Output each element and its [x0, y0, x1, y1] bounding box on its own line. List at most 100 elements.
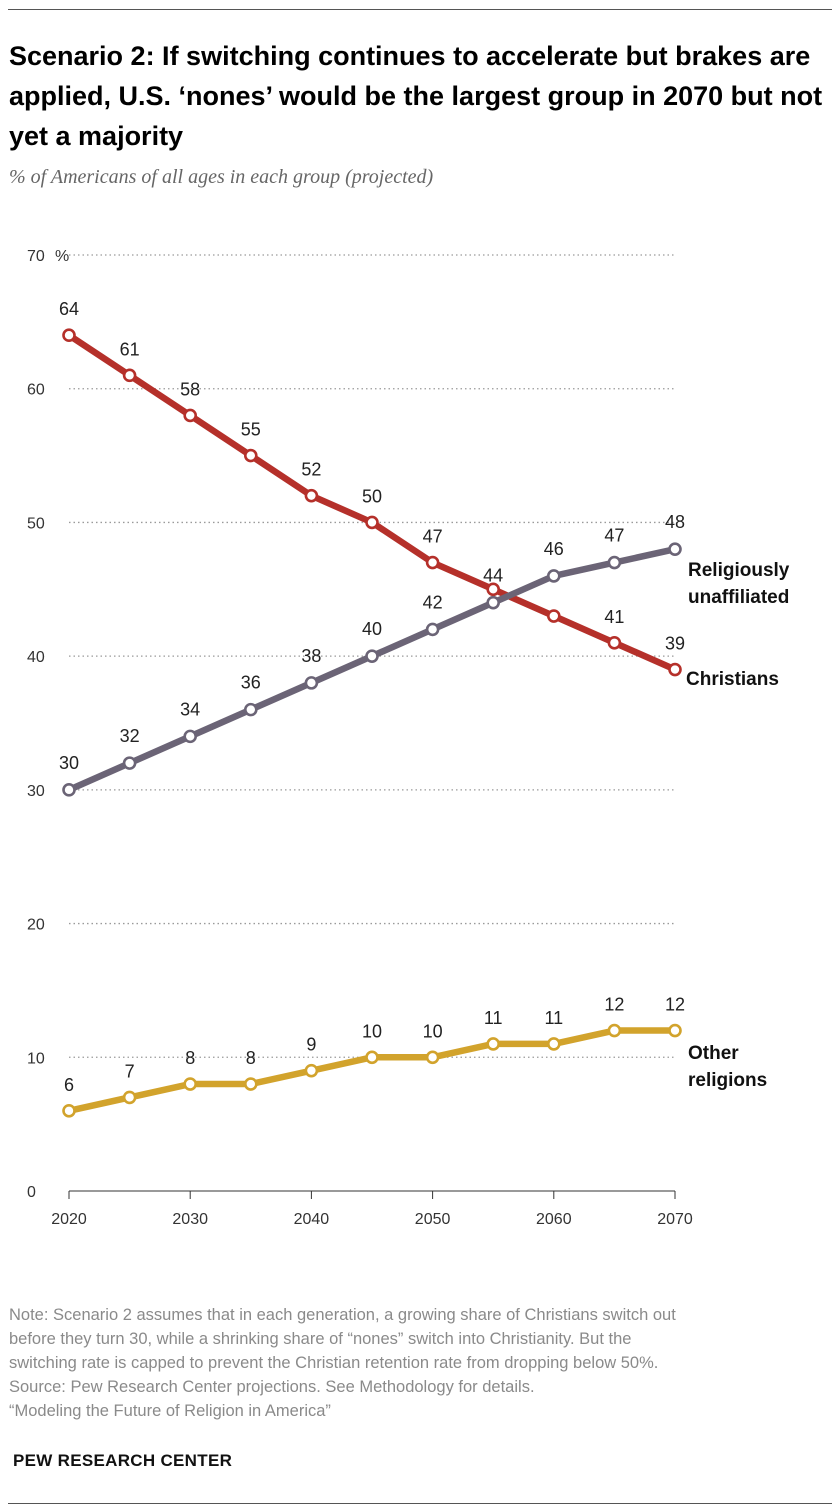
data-point	[546, 1037, 561, 1051]
series-label: religions	[688, 1070, 767, 1091]
data-point	[486, 1037, 501, 1051]
source-line: Source: Pew Research Center projections.…	[9, 1378, 535, 1396]
data-point	[122, 1090, 137, 1105]
data-label: 8	[246, 1048, 256, 1068]
data-point	[668, 662, 682, 677]
y-tick-label: 60	[27, 382, 45, 399]
data-label: 36	[241, 673, 261, 693]
x-tick-label: 2070	[657, 1211, 693, 1228]
note-line: switching rate is capped to prevent the …	[9, 1354, 659, 1372]
data-point	[365, 1050, 379, 1065]
series-label: Other	[688, 1043, 739, 1064]
bottom-rule	[8, 1503, 832, 1504]
chart-note: Note: Scenario 2 assumes that in each ge…	[9, 1303, 824, 1423]
y-tick-label: 30	[27, 783, 45, 800]
data-point	[122, 756, 137, 770]
data-label: 40	[362, 619, 382, 639]
data-point	[183, 1077, 197, 1091]
data-label: 11	[484, 1008, 503, 1028]
series-label: unaffiliated	[688, 587, 789, 608]
data-label: 9	[306, 1035, 316, 1055]
y-tick-label: 10	[27, 1050, 45, 1067]
data-label: 44	[483, 566, 503, 586]
data-point	[122, 368, 137, 383]
y-tick-label: 0	[27, 1184, 36, 1201]
y-unit-label: %	[55, 248, 69, 265]
series-line	[65, 1027, 679, 1115]
data-point	[244, 702, 258, 717]
note-line: before they turn 30, while a shrinking s…	[9, 1330, 632, 1348]
data-point	[62, 328, 76, 343]
data-label: 47	[604, 526, 624, 546]
data-label: 61	[120, 339, 140, 359]
data-point	[183, 729, 197, 744]
series-label: Christians	[686, 669, 779, 690]
data-point	[607, 555, 622, 570]
data-label: 30	[59, 753, 79, 773]
data-label: 12	[665, 995, 685, 1015]
data-label: 12	[604, 995, 624, 1015]
data-label: 32	[120, 726, 140, 746]
data-label: 64	[59, 299, 79, 319]
data-point	[304, 488, 319, 503]
data-label: 47	[423, 527, 443, 547]
data-label: 58	[180, 379, 200, 399]
data-point	[244, 1077, 258, 1091]
data-label: 8	[185, 1048, 195, 1068]
data-label: 11	[544, 1008, 563, 1028]
series-line	[65, 545, 679, 794]
y-tick-label: 50	[27, 515, 45, 532]
data-point	[546, 569, 561, 583]
data-point	[425, 622, 440, 637]
data-point	[425, 555, 440, 570]
data-label: 34	[180, 699, 200, 719]
x-tick-label: 2040	[294, 1211, 330, 1228]
x-tick-label: 2050	[415, 1211, 451, 1228]
data-label: 42	[423, 592, 443, 612]
data-point	[607, 1023, 622, 1038]
data-point	[425, 1050, 440, 1065]
data-point	[183, 408, 197, 423]
data-label: 10	[362, 1021, 382, 1041]
data-label: 48	[665, 512, 685, 532]
data-point	[304, 676, 319, 690]
data-point	[546, 609, 561, 623]
x-tick-label: 2030	[172, 1211, 208, 1228]
data-label: 55	[241, 420, 261, 440]
data-label: 39	[665, 634, 685, 654]
data-point	[668, 1023, 682, 1038]
pew-research-center-logo: PEW RESEARCH CENTER	[13, 1451, 233, 1470]
chart-title: Scenario 2: If switching continues to ac…	[9, 41, 823, 151]
data-point	[62, 783, 76, 797]
data-point	[304, 1063, 319, 1078]
data-point	[607, 635, 622, 650]
y-tick-label: 70	[27, 248, 45, 265]
y-tick-label: 20	[27, 917, 45, 934]
data-label: 38	[301, 646, 321, 666]
note-line: Note: Scenario 2 assumes that in each ge…	[9, 1306, 676, 1324]
chart-subtitle: % of Americans of all ages in each group…	[9, 166, 434, 188]
top-rule	[8, 9, 832, 10]
series-lines	[62, 328, 682, 1118]
data-point	[244, 448, 258, 463]
data-point	[486, 582, 501, 597]
data-point	[62, 1103, 76, 1118]
x-tick-label: 2020	[51, 1211, 87, 1228]
data-label: 50	[362, 486, 382, 506]
report-title-line: “Modeling the Future of Religion in Amer…	[9, 1402, 331, 1420]
data-label: 52	[301, 460, 321, 480]
data-point	[365, 649, 379, 663]
data-label: 10	[423, 1021, 443, 1041]
y-tick-label: 40	[27, 649, 45, 666]
data-label: 6	[64, 1075, 74, 1095]
data-label: 7	[125, 1061, 135, 1081]
data-point	[365, 515, 379, 530]
data-label: 41	[604, 607, 624, 627]
x-tick-label: 2060	[536, 1211, 572, 1228]
series-label: Religiously	[688, 560, 790, 581]
data-point	[668, 542, 682, 556]
data-label: 46	[544, 539, 564, 559]
